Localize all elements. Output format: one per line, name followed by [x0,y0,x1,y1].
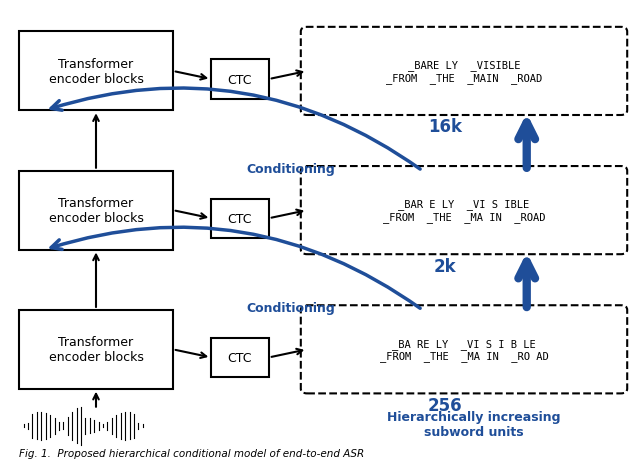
Text: CTC: CTC [228,73,252,87]
FancyBboxPatch shape [19,171,173,250]
Text: 16k: 16k [428,118,462,136]
FancyBboxPatch shape [211,338,269,377]
FancyBboxPatch shape [211,60,269,100]
Text: CTC: CTC [228,351,252,364]
Text: Conditioning: Conditioning [246,301,335,314]
Text: Transformer
encoder blocks: Transformer encoder blocks [49,58,143,86]
Text: Fig. 1.  Proposed hierarchical conditional model of end-to-end ASR: Fig. 1. Proposed hierarchical conditiona… [19,448,364,458]
Text: CTC: CTC [228,212,252,225]
Text: Hierarchically increasing
subword units: Hierarchically increasing subword units [387,410,561,438]
Text: Transformer
encoder blocks: Transformer encoder blocks [49,336,143,363]
Text: Conditioning: Conditioning [246,163,335,175]
Text: 256: 256 [428,396,462,414]
FancyBboxPatch shape [301,28,627,116]
Text: _BARE LY  _VISIBLE
_FROM  _THE  _MAIN  _ROAD: _BARE LY _VISIBLE _FROM _THE _MAIN _ROAD [386,60,542,83]
FancyBboxPatch shape [19,310,173,389]
FancyBboxPatch shape [19,32,173,111]
Text: _BA RE LY  _VI S I B LE
_FROM  _THE  _MA IN  _RO AD: _BA RE LY _VI S I B LE _FROM _THE _MA IN… [380,338,548,361]
FancyBboxPatch shape [301,167,627,255]
Text: _BAR E LY  _VI S IBLE
_FROM  _THE  _MA IN  _ROAD: _BAR E LY _VI S IBLE _FROM _THE _MA IN _… [383,199,545,222]
FancyBboxPatch shape [301,306,627,394]
Text: 2k: 2k [433,257,456,275]
Text: Transformer
encoder blocks: Transformer encoder blocks [49,197,143,225]
FancyBboxPatch shape [211,199,269,238]
